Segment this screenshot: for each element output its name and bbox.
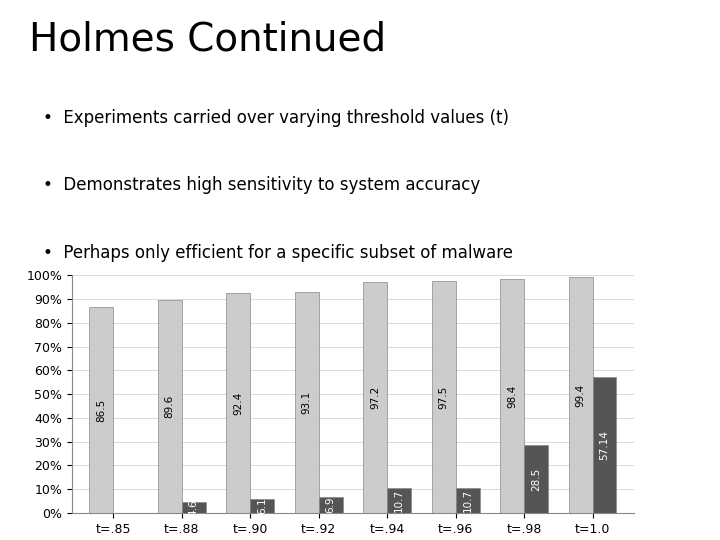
Bar	[593, 377, 616, 513]
Bar	[181, 502, 205, 513]
Text: 6.9: 6.9	[325, 496, 336, 513]
Text: •  Demonstrates high sensitivity to system accuracy: • Demonstrates high sensitivity to syste…	[43, 176, 480, 194]
Bar	[387, 488, 411, 513]
Text: 93.1: 93.1	[302, 391, 312, 414]
Bar	[250, 498, 274, 513]
Bar	[456, 488, 480, 513]
Text: 89.6: 89.6	[165, 395, 174, 418]
Text: 10.7: 10.7	[394, 489, 404, 512]
Text: •  Perhaps only efficient for a specific subset of malware: • Perhaps only efficient for a specific …	[43, 244, 513, 262]
Bar	[318, 497, 343, 513]
Text: •  Experiments carried over varying threshold values (t): • Experiments carried over varying thres…	[43, 109, 509, 127]
Bar	[363, 282, 387, 513]
Bar	[569, 277, 593, 513]
Bar	[226, 293, 250, 513]
Bar	[431, 281, 456, 513]
Text: 97.5: 97.5	[438, 386, 449, 409]
Text: 97.2: 97.2	[370, 386, 380, 409]
Text: 99.4: 99.4	[575, 383, 585, 407]
Bar	[89, 307, 113, 513]
Bar	[294, 292, 318, 513]
Text: Holmes Continued: Holmes Continued	[29, 21, 386, 59]
Text: 86.5: 86.5	[96, 399, 106, 422]
Text: 92.4: 92.4	[233, 392, 243, 415]
Text: 4.6: 4.6	[189, 499, 199, 516]
Bar	[158, 300, 181, 513]
Text: 28.5: 28.5	[531, 468, 541, 491]
Text: 98.4: 98.4	[507, 384, 517, 408]
Text: 57.14: 57.14	[600, 430, 610, 460]
Text: 6.1: 6.1	[257, 497, 267, 514]
Text: 10.7: 10.7	[462, 489, 472, 512]
Bar	[524, 446, 548, 513]
Bar	[500, 279, 524, 513]
